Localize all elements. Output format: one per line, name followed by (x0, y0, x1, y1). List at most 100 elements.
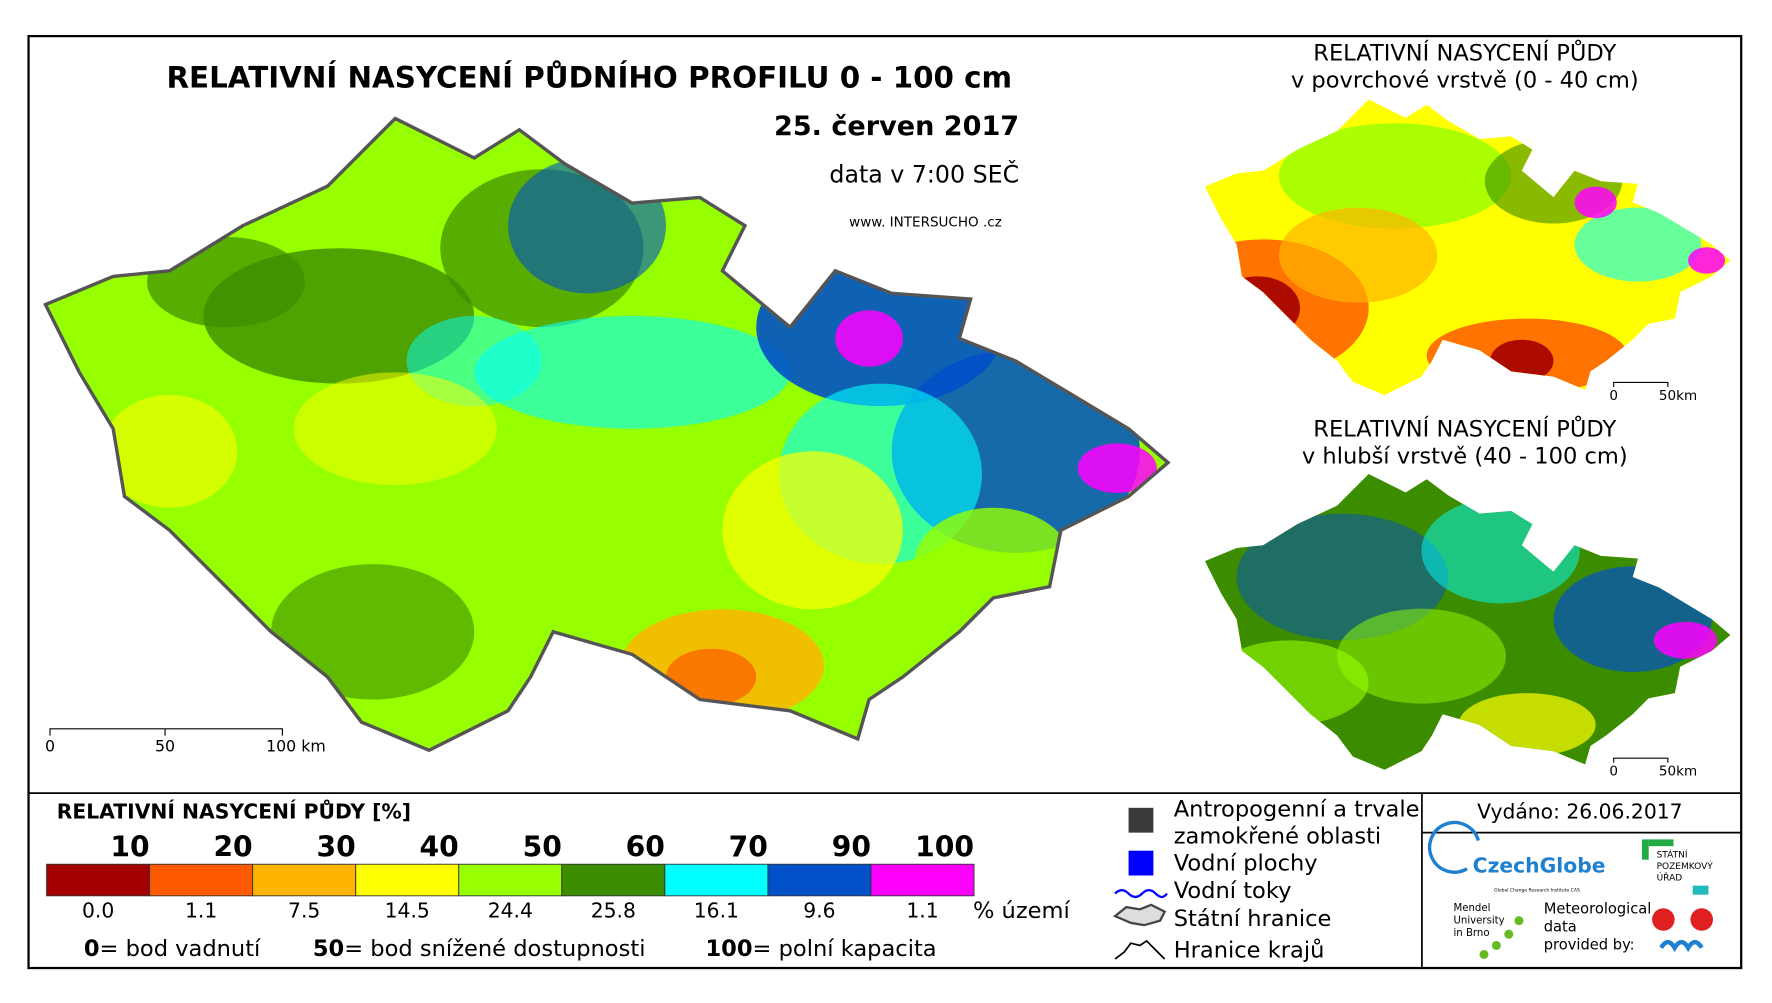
meteo-text: provided by: (1544, 936, 1635, 953)
scale-line (1613, 757, 1669, 763)
meteo-text: data (1544, 918, 1577, 935)
inset-title: RELATIVNÍ NASYCENÍ PŮDY (1313, 413, 1616, 442)
symbol-anthropogenic (1128, 807, 1154, 833)
symbol-water (1128, 850, 1154, 876)
legend-bound: 30 (316, 830, 355, 863)
legend-share: 24.4 (488, 899, 533, 923)
mendel-logo (1479, 916, 1524, 959)
symbol-river (1114, 889, 1168, 899)
note-text: = polní kapacita (753, 935, 937, 961)
map-area (1236, 513, 1448, 641)
czechglobe-name: CzechGlobe (1473, 853, 1606, 877)
legend-share: 16.1 (694, 899, 739, 923)
note-text: = bod vadnutí (100, 935, 262, 961)
map-area (474, 315, 791, 429)
map-area (1278, 123, 1512, 229)
spu-text: ÚŘAD (1657, 871, 1683, 883)
legend-swatch (870, 863, 975, 897)
symbol-label: Hranice krajů (1174, 937, 1325, 964)
map-area (1688, 247, 1726, 274)
legend-bound: 50 (523, 830, 562, 863)
symbol-label: Vodní plochy (1174, 851, 1318, 877)
legend-swatch (767, 863, 872, 897)
spu-logo (1648, 839, 1674, 847)
scale-label: 0 (1609, 764, 1618, 780)
map-area (1077, 443, 1157, 494)
note-value: 100 (705, 935, 752, 961)
legend-swatch (46, 863, 151, 897)
legend-bound: 10 (110, 830, 149, 863)
mendel-text: Mendel (1454, 903, 1491, 914)
map-area (1653, 621, 1718, 659)
chmi-logo (1690, 908, 1713, 931)
spu-logo (1641, 839, 1649, 860)
scale-label: 50 (155, 736, 175, 755)
spu-text: STÁTNÍ (1657, 849, 1688, 861)
czechglobe-logo (1427, 820, 1480, 874)
share-unit: % území (973, 898, 1071, 924)
symbol-label: Vodní toky (1174, 878, 1292, 904)
map-area (101, 394, 238, 508)
symbol-state-border (1112, 903, 1167, 927)
legend-bound: 60 (626, 830, 665, 863)
note-text: = bod snížené dostupnosti (344, 935, 645, 961)
spu-text: POZEMKOVÝ (1657, 860, 1714, 872)
symbol-region-border (1114, 939, 1166, 960)
legend-swatch (149, 863, 254, 897)
inset-title: v povrchové vrstvě (0 - 40 cm) (1291, 68, 1639, 94)
scale-label: 0 (1609, 388, 1618, 404)
note-value: 50 (313, 935, 344, 961)
legend-swatch (458, 863, 563, 897)
map-area (722, 451, 903, 610)
legend-swatch (355, 863, 460, 897)
map-area (271, 564, 475, 700)
legend-bound: 100 (915, 830, 974, 863)
symbol-label: Státní hranice (1174, 906, 1332, 932)
scale-label: 0 (45, 736, 55, 755)
map-area (1278, 207, 1438, 303)
legend-share: 0.0 (82, 899, 114, 923)
spu-mark (1692, 885, 1709, 895)
legend-bound: 40 (420, 830, 459, 863)
mendel-dot (1504, 929, 1514, 939)
note: 100= polní kapacita (705, 935, 936, 961)
symbol-label: zamokřené oblasti (1174, 824, 1381, 850)
inset-title: RELATIVNÍ NASYCENÍ PŮDY (1313, 38, 1616, 67)
legend-title: RELATIVNÍ NASYCENÍ PŮDY [%] (57, 798, 411, 823)
legend-bound: 90 (832, 830, 871, 863)
scale-line (49, 728, 283, 736)
legend: 10 0.0 20 1.1 30 7.5 40 14.5 50 24.4 60 25.8 70 16.1 9… (46, 830, 975, 923)
chmi-logo (1659, 939, 1704, 953)
map-title: RELATIVNÍ NASYCENÍ PŮDNÍHO PROFILU 0 - 1… (166, 58, 1012, 94)
czechglobe-sub: Global Change Research Institute CAS (1494, 888, 1580, 894)
legend-share: 1.1 (185, 899, 217, 923)
legend-share: 14.5 (385, 899, 430, 923)
legend-swatch (252, 863, 357, 897)
legend-share: 7.5 (288, 899, 320, 923)
symbol-legend: Antropogenní a trvale zamokřené oblasti … (1112, 797, 1420, 964)
website: www. INTERSUCHO .cz (849, 214, 1002, 230)
legend-swatch (664, 863, 769, 897)
mendel-dot (1479, 949, 1489, 959)
legend-share: 9.6 (803, 899, 835, 923)
map-area (1336, 608, 1506, 704)
note-value: 0 (84, 935, 100, 961)
note: 50= bod snížené dostupnosti (313, 935, 646, 961)
map-area (1574, 207, 1702, 282)
legend-share: 25.8 (591, 899, 636, 923)
issued-date: Vydáno: 26.06.2017 (1477, 799, 1682, 823)
mendel-dot (1491, 940, 1501, 950)
scale-line (1613, 381, 1669, 387)
scale-label: 50km (1659, 764, 1697, 780)
meteo-text: Meteorological (1544, 900, 1652, 917)
scale-label: 50km (1659, 388, 1697, 404)
inset-title: v hlubší vrstvě (40 - 100 cm) (1302, 443, 1628, 469)
map-area (1574, 186, 1617, 219)
legend-bound: 70 (729, 830, 768, 863)
state-border (43, 116, 1171, 753)
legend-swatch (561, 863, 666, 897)
map-date: 25. červen 2017 (774, 111, 1019, 142)
